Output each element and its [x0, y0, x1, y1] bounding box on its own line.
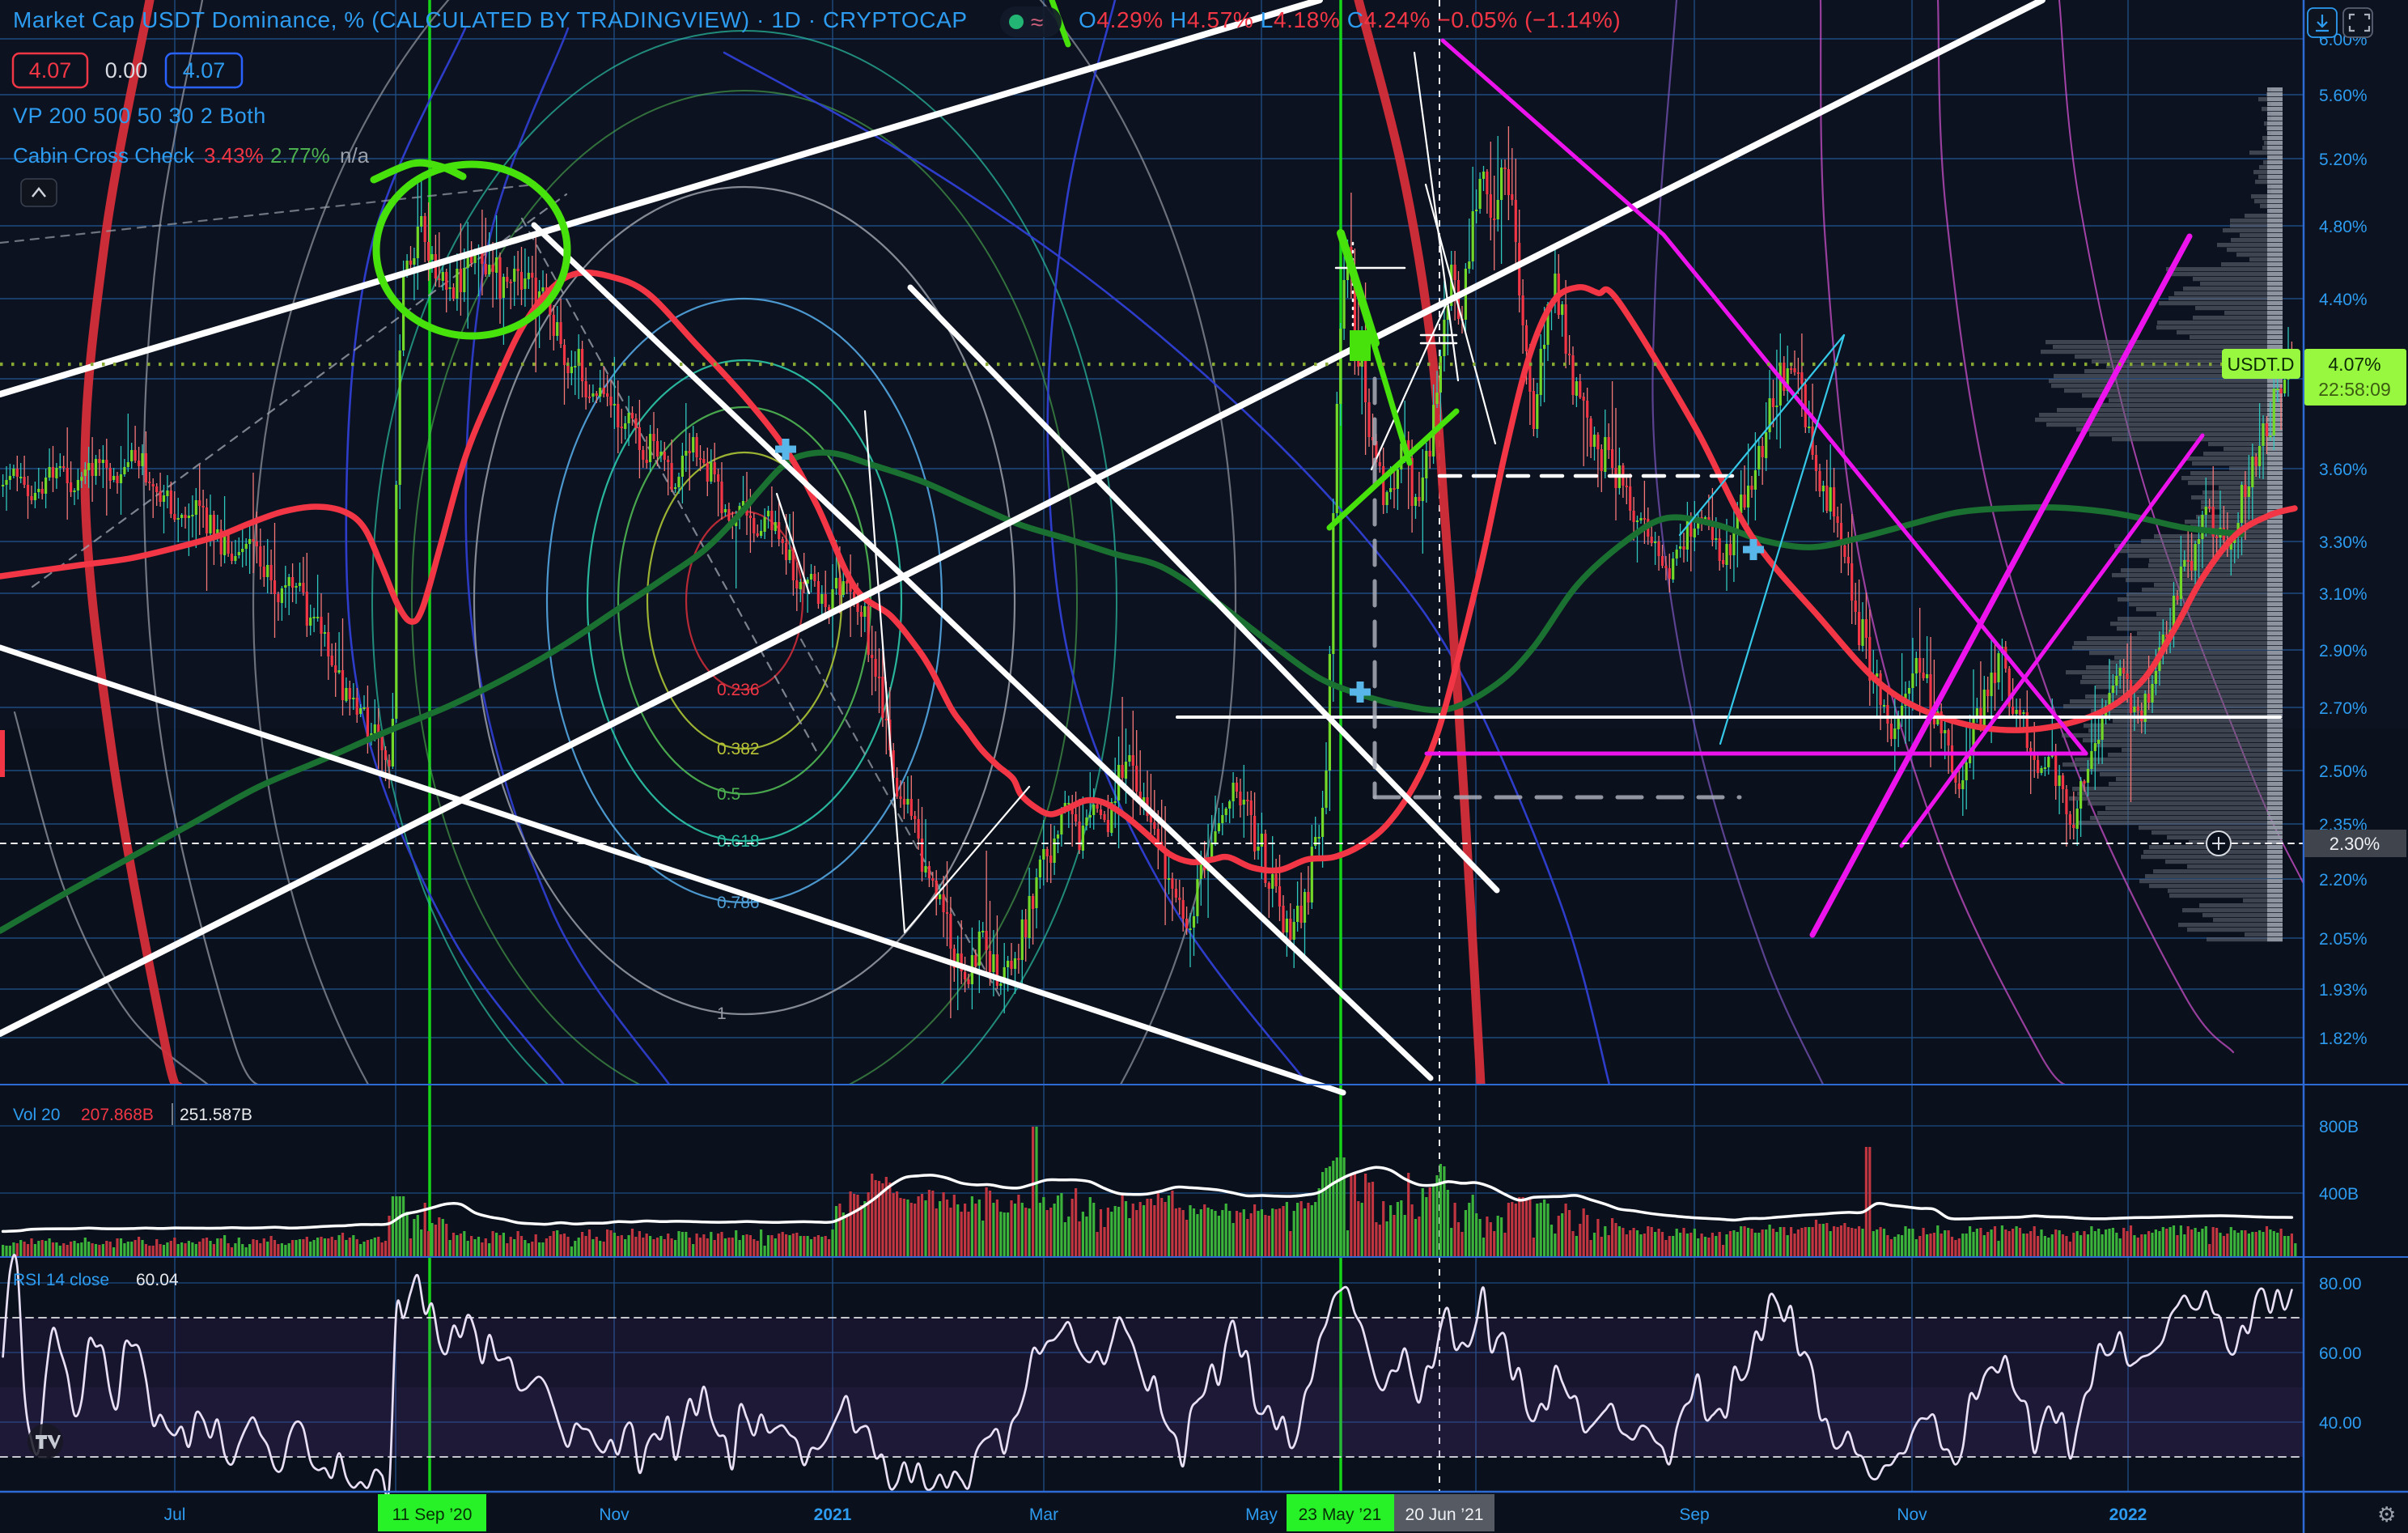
svg-text:Market Cap USDT Dominance, % (: Market Cap USDT Dominance, % (CALCULATED…	[13, 7, 968, 32]
svg-text:4.07: 4.07	[183, 58, 226, 83]
svg-text:n/a: n/a	[340, 143, 370, 168]
svg-text:1: 1	[717, 1004, 727, 1023]
svg-text:2.30%: 2.30%	[2330, 834, 2380, 854]
svg-text:RSI 14 close: RSI 14 close	[13, 1271, 109, 1289]
svg-text:400B: 400B	[2319, 1185, 2359, 1204]
svg-text:3.30%: 3.30%	[2319, 533, 2368, 552]
svg-text:VP 200 500 50 30 2 Both: VP 200 500 50 30 2 Both	[13, 104, 266, 128]
svg-text:11 Sep ’20: 11 Sep ’20	[392, 1505, 473, 1524]
svg-text:May: May	[1245, 1505, 1278, 1524]
svg-text:4.80%: 4.80%	[2319, 218, 2368, 236]
svg-text:4.07%: 4.07%	[2328, 354, 2380, 375]
svg-text:22:58:09: 22:58:09	[2318, 379, 2391, 400]
svg-text:4.07: 4.07	[29, 58, 72, 83]
svg-text:5.20%: 5.20%	[2319, 151, 2368, 169]
svg-text:207.868B: 207.868B	[81, 1106, 154, 1124]
svg-text:Vol 20: Vol 20	[13, 1106, 60, 1124]
svg-text:2.70%: 2.70%	[2319, 699, 2368, 718]
svg-text:1.82%: 1.82%	[2319, 1030, 2368, 1048]
svg-text:2.20%: 2.20%	[2319, 871, 2368, 890]
svg-text:O4.29% H4.57% L4.18% C4.24% −0: O4.29% H4.57% L4.18% C4.24% −0.05% (−1.1…	[1079, 7, 1621, 32]
svg-text:1.93%: 1.93%	[2319, 981, 2368, 1000]
svg-text:Jul: Jul	[164, 1505, 186, 1524]
svg-text:3.10%: 3.10%	[2319, 585, 2368, 604]
svg-text:2.05%: 2.05%	[2319, 930, 2368, 949]
svg-text:0.00: 0.00	[105, 58, 148, 83]
svg-text:60.04: 60.04	[136, 1271, 179, 1289]
svg-text:2.77%: 2.77%	[270, 143, 330, 168]
svg-text:⚙: ⚙	[2377, 1502, 2396, 1527]
svg-text:Nov: Nov	[599, 1505, 630, 1524]
svg-text:Cabin Cross Check: Cabin Cross Check	[13, 143, 195, 168]
svg-text:≈: ≈	[1031, 10, 1043, 35]
svg-text:USDT.D: USDT.D	[2227, 354, 2294, 375]
svg-text:800B: 800B	[2319, 1118, 2359, 1136]
svg-text:0.5: 0.5	[717, 785, 740, 804]
svg-text:2022: 2022	[2109, 1505, 2147, 1524]
svg-text:2.90%: 2.90%	[2319, 642, 2368, 660]
svg-text:40.00: 40.00	[2319, 1414, 2362, 1433]
svg-text:2021: 2021	[814, 1505, 852, 1524]
svg-text:80.00: 80.00	[2319, 1275, 2362, 1293]
svg-text:3.60%: 3.60%	[2319, 461, 2368, 479]
svg-text:23 May ’21: 23 May ’21	[1299, 1505, 1382, 1524]
svg-text:5.60%: 5.60%	[2319, 87, 2368, 105]
svg-text:251.587B: 251.587B	[180, 1106, 252, 1124]
svg-text:20 Jun ’21: 20 Jun ’21	[1405, 1505, 1484, 1524]
svg-text:0.236: 0.236	[717, 681, 760, 699]
svg-text:60.00: 60.00	[2319, 1344, 2362, 1363]
svg-text:0.618: 0.618	[717, 832, 760, 851]
svg-text:Sep: Sep	[1679, 1505, 1709, 1524]
svg-text:Mar: Mar	[1029, 1505, 1058, 1524]
svg-text:3.43%: 3.43%	[204, 143, 264, 168]
svg-text:4.40%: 4.40%	[2319, 291, 2368, 309]
svg-text:2.50%: 2.50%	[2319, 762, 2368, 781]
svg-text:0.382: 0.382	[717, 740, 760, 758]
svg-text:Nov: Nov	[1897, 1505, 1927, 1524]
